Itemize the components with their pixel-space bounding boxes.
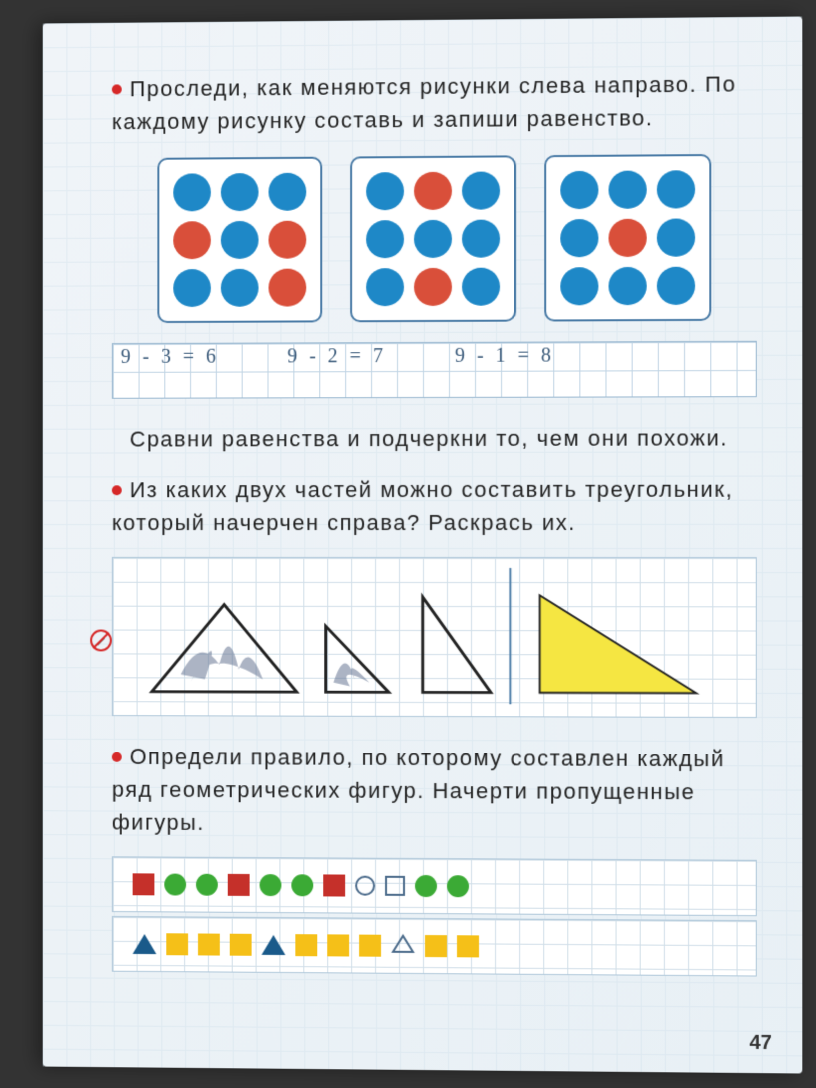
handwritten-equation: 9-1=8 [455, 345, 563, 368]
bullet-icon [112, 485, 122, 495]
blue-dot [608, 171, 646, 209]
blue-dot [268, 173, 306, 211]
red-dot [173, 221, 211, 259]
cir-shape [415, 875, 437, 897]
task1-text: Проследи, как меняются рисунки слева на­… [112, 67, 757, 138]
blue-dot [414, 220, 452, 258]
shape-pattern-row-1 [112, 856, 757, 916]
sq-shape [323, 874, 345, 896]
blue-dot [560, 267, 598, 305]
dot-grid-2 [350, 155, 516, 322]
task1-content: Проследи, как меняются рисунки слева на­… [112, 71, 737, 134]
task3-text: Из каких двух частей можно составить тре… [112, 473, 757, 539]
blue-dot [366, 172, 404, 210]
red-dot [608, 219, 646, 257]
blue-dot [656, 218, 694, 256]
shape-pattern-row-2 [112, 916, 757, 977]
blue-dot [560, 219, 598, 257]
drawn-cir-shape [355, 876, 375, 896]
task4-content: Определи правило, по которому составлен … [112, 744, 725, 835]
task3-content: Из каких двух частей можно составить тре… [112, 477, 733, 535]
drawn-tri-shape [391, 933, 415, 958]
red-dot [268, 269, 306, 307]
task2-text: Сравни равенства и подчеркни то, чем они… [130, 421, 757, 455]
blue-dot [173, 269, 211, 307]
bullet-icon [112, 752, 122, 762]
handwritten-equation: 9-2=7 [287, 345, 395, 368]
tri-shape [262, 935, 286, 955]
no-pencil-icon [90, 630, 112, 652]
sq-shape [457, 935, 479, 957]
blue-dot [462, 220, 500, 258]
dot-grid-3 [544, 154, 711, 321]
blue-dot [366, 268, 404, 306]
cir-shape [447, 875, 469, 897]
blue-dot [220, 269, 258, 307]
blue-dot [656, 267, 694, 305]
triangle-exercise [112, 557, 757, 718]
blue-dot [220, 221, 258, 259]
red-dot [414, 268, 452, 306]
sq-shape [230, 934, 252, 956]
blue-dot [462, 268, 500, 306]
cir-shape [291, 874, 313, 896]
sq-shape [327, 934, 349, 956]
dot-grid-1 [157, 157, 322, 323]
sq-shape [295, 934, 317, 956]
blue-dot [560, 171, 598, 209]
workbook-page: Проследи, как меняются рисунки слева на­… [43, 16, 803, 1073]
equation-answers: 9-3=6 9-2=7 9-1=8 [112, 341, 757, 399]
page-number: 47 [749, 1032, 772, 1055]
blue-dot [462, 171, 500, 209]
cir-shape [196, 874, 218, 896]
blue-dot [173, 173, 211, 211]
triangles-svg [133, 566, 736, 707]
blue-dot [366, 220, 404, 258]
blue-dot [656, 170, 694, 208]
tri-shape [133, 934, 157, 954]
cir-shape [260, 874, 282, 896]
sq-shape [425, 935, 447, 957]
dot-grids-row [112, 154, 757, 323]
cir-shape [164, 874, 186, 896]
bullet-icon [112, 84, 122, 94]
handwritten-equation: 9-3=6 [121, 346, 228, 369]
drawn-sq-shape [385, 876, 405, 896]
sq-shape [133, 873, 155, 895]
sq-shape [198, 933, 220, 955]
red-dot [268, 221, 306, 259]
sq-shape [228, 874, 250, 896]
red-dot [414, 172, 452, 210]
sq-shape [359, 935, 381, 957]
sq-shape [166, 933, 188, 955]
task4-text: Определи правило, по которому составлен … [112, 740, 757, 842]
blue-dot [608, 267, 646, 305]
blue-dot [220, 173, 258, 211]
